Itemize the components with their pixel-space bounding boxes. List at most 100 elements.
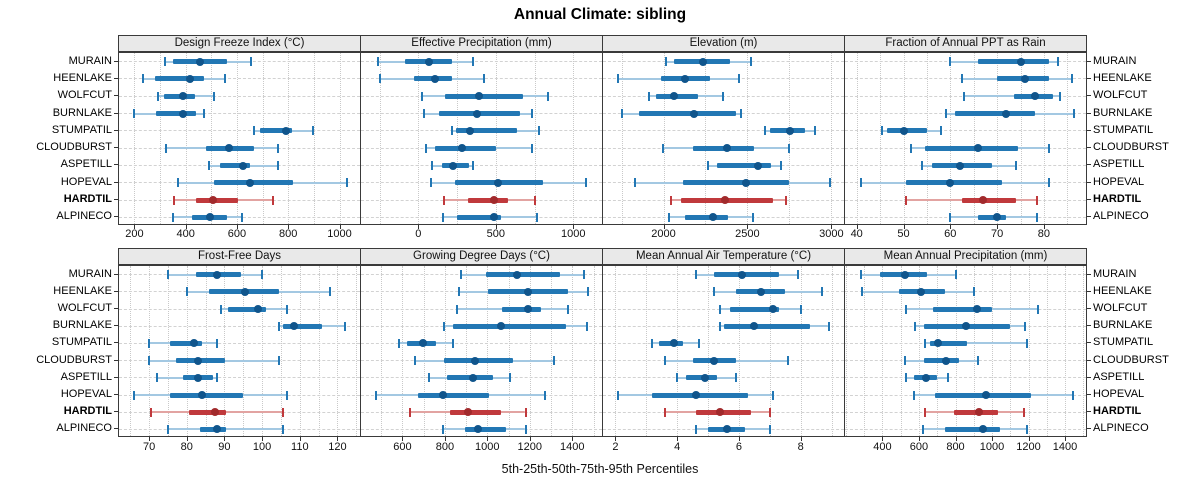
- x-axis-tick-label: 110: [291, 441, 309, 453]
- y-axis-tick: [1087, 112, 1091, 114]
- iqr-bar-burnlake: [639, 111, 736, 116]
- x-axis-tick: [529, 437, 531, 441]
- x-axis-tick: [747, 225, 749, 229]
- median-dot-murain: [1016, 57, 1025, 66]
- y-axis-tick: [114, 308, 118, 309]
- median-dot-burnlake: [750, 322, 759, 331]
- whisker-cap-low: [150, 407, 152, 417]
- y-axis-tick: [114, 164, 118, 166]
- whisker-cap-high: [796, 270, 799, 280]
- whisker-cap-low: [904, 195, 907, 205]
- iqr-bar-hopeval: [169, 392, 244, 398]
- station-label-hopeval: HOPEVAL: [60, 175, 112, 188]
- whisker-cap-low: [617, 390, 620, 400]
- gridline-vertical: [708, 266, 710, 436]
- y-axis-tick: [1087, 308, 1091, 309]
- whisker-cap-low: [905, 373, 908, 383]
- x-axis-tick-label: 1400: [560, 441, 585, 453]
- whisker-cap-high: [1047, 143, 1050, 153]
- median-dot-aspetill: [753, 161, 762, 170]
- iqr-bar-hardtil: [467, 197, 509, 203]
- gridline-row: [845, 377, 1086, 379]
- whisker-cap-high: [972, 287, 975, 297]
- whisker-cap-low: [905, 304, 908, 314]
- whisker-cap-low: [421, 91, 424, 101]
- y-axis-tick: [114, 394, 118, 395]
- gridline-vertical: [551, 266, 552, 436]
- median-dot-stumpatil: [670, 339, 679, 348]
- gridline-row: [119, 130, 360, 132]
- median-dot-hardtil: [490, 196, 499, 205]
- whisker-cap-high: [546, 91, 549, 101]
- whisker-cap-low: [207, 161, 210, 170]
- y-axis-tick: [1087, 325, 1091, 327]
- whisker-cap-low: [921, 161, 924, 170]
- whisker-cap-low: [133, 390, 136, 400]
- x-axis-tick: [186, 437, 188, 441]
- gridline-vertical: [444, 266, 446, 436]
- y-axis-tick: [114, 428, 118, 430]
- whisker-cap-low: [442, 195, 445, 205]
- gridline-vertical: [1067, 53, 1069, 224]
- x-axis-tick: [185, 225, 187, 229]
- x-axis-tick: [997, 225, 999, 229]
- whisker-stumpatil: [925, 342, 1027, 345]
- x-axis-tick-label: 2500: [735, 228, 760, 240]
- gridline-vertical: [381, 266, 383, 436]
- whisker-cap-high: [215, 338, 218, 348]
- station-label-burnlake: BURNLAKE: [1093, 319, 1153, 332]
- panel-strip-design-freeze-index-c: Design Freeze Index (°C): [118, 35, 361, 52]
- whisker-cap-low: [904, 356, 907, 366]
- median-dot-aspetill: [955, 161, 964, 170]
- whisker-cap-high: [202, 109, 205, 118]
- gridline-vertical: [880, 53, 882, 224]
- gridline-vertical: [955, 266, 957, 436]
- gridline-vertical: [337, 266, 339, 436]
- iqr-bar-hardtil: [962, 197, 1016, 203]
- x-axis-tick: [950, 225, 952, 229]
- whisker-cap-high: [1022, 407, 1025, 417]
- median-dot-heenlake: [681, 74, 690, 83]
- whisker-cap-high: [285, 390, 288, 400]
- whisker-cap-high: [543, 390, 546, 400]
- whisker-cap-low: [429, 178, 432, 188]
- iqr-bar-wolfcut: [228, 306, 266, 312]
- gridline-vertical: [160, 53, 161, 224]
- median-dot-alpineco: [978, 425, 987, 434]
- x-axis-tick-label: 600: [909, 441, 929, 453]
- whisker-cap-low: [167, 424, 169, 434]
- whisker-cap-high: [739, 109, 742, 118]
- x-axis-tick-label: 80: [180, 441, 193, 453]
- whisker-cap-low: [155, 373, 158, 383]
- x-axis-tick-label: 1000: [327, 228, 352, 240]
- gridline-row: [119, 342, 360, 344]
- median-dot-burnlake: [689, 109, 698, 118]
- y-axis-tick: [114, 376, 118, 378]
- whisker-cap-low: [707, 161, 709, 170]
- iqr-bar-murain: [978, 59, 1049, 65]
- panel-strip-elevation-m: Elevation (m): [602, 35, 845, 52]
- y-axis-tick: [114, 325, 118, 327]
- median-dot-burnlake: [961, 322, 970, 331]
- whisker-cap-low: [921, 424, 924, 434]
- gridline-vertical: [168, 266, 169, 436]
- whisker-cap-high: [553, 356, 556, 366]
- gridline-vertical: [646, 266, 648, 436]
- y-axis-tick: [114, 359, 118, 361]
- whisker-cap-high: [285, 304, 288, 314]
- whisker-cap-low: [620, 109, 623, 118]
- median-dot-burnlake: [290, 322, 299, 331]
- gridline-vertical: [615, 266, 617, 436]
- gridline-vertical: [747, 53, 749, 224]
- panel-strip-mean-annual-air-temperature-c: Mean Annual Air Temperature (°C): [602, 248, 845, 265]
- x-axis-tick-label: 0: [415, 228, 422, 240]
- gridline-vertical: [738, 266, 740, 436]
- whisker-cap-low: [398, 338, 401, 348]
- iqr-bar-stumpatil: [260, 128, 292, 134]
- y-axis-tick: [114, 216, 118, 218]
- whisker-cap-low: [252, 126, 255, 136]
- whisker-cap-low: [185, 287, 188, 297]
- whisker-cap-high: [1036, 304, 1039, 314]
- gridline-vertical: [926, 53, 928, 224]
- gridline-vertical: [186, 266, 188, 436]
